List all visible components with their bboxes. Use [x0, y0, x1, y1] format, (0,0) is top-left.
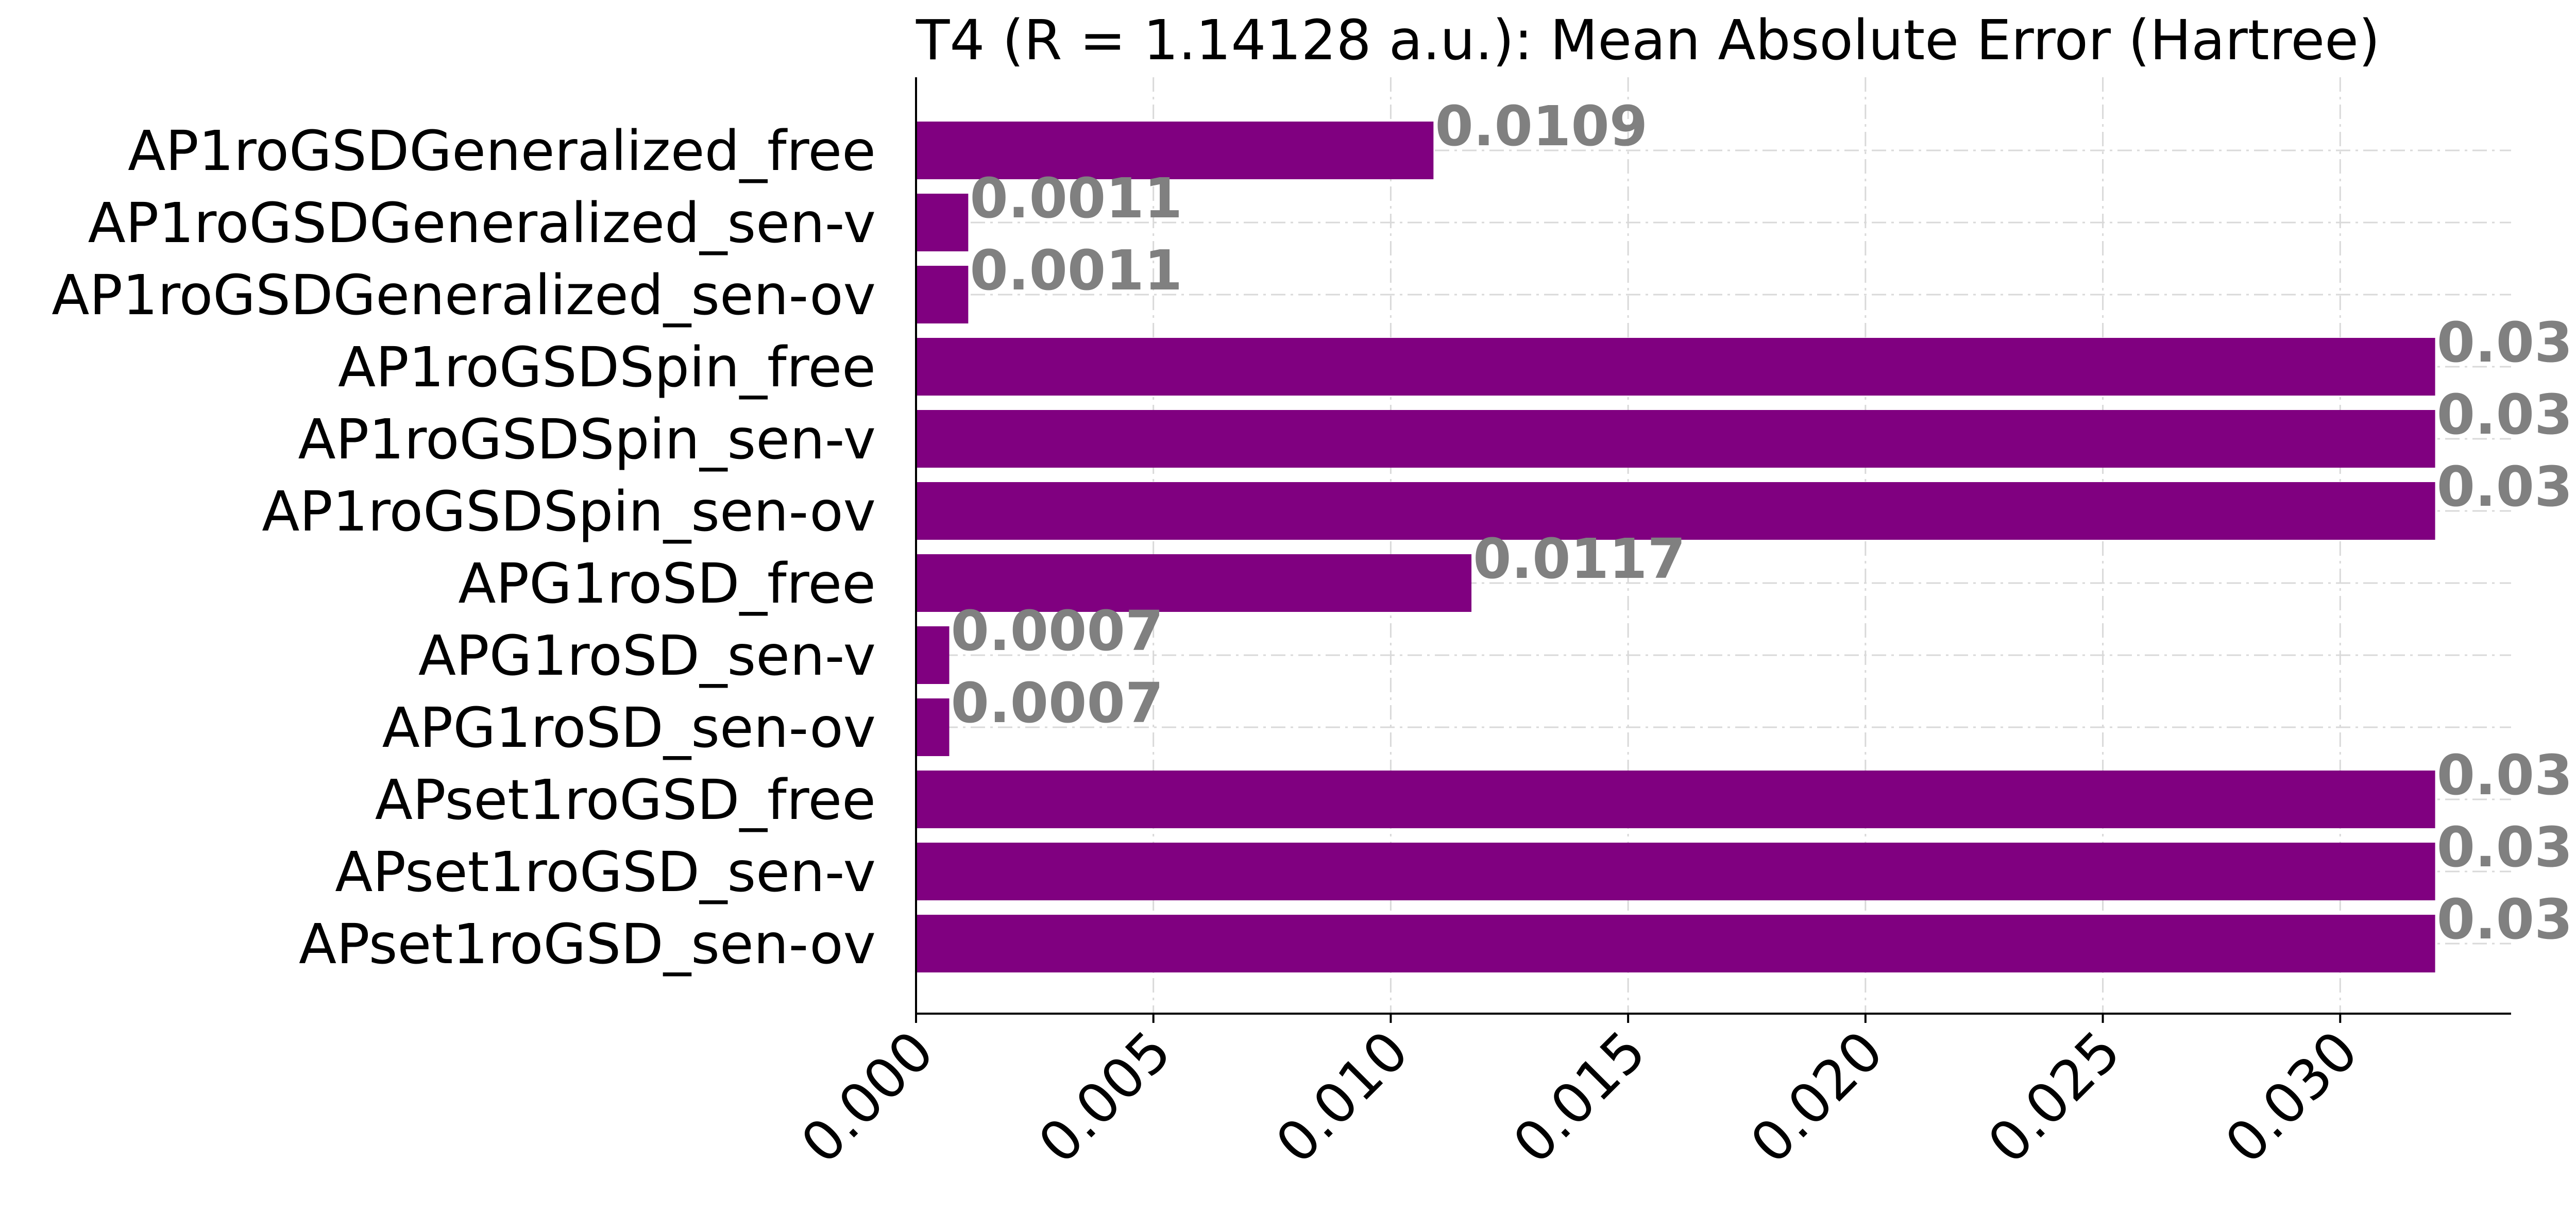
category-label: APset1roGSD_free — [375, 768, 876, 832]
bar — [916, 843, 2435, 900]
bar-layer — [916, 122, 2435, 972]
data-label: 0.0011 — [970, 239, 1182, 303]
bar — [916, 122, 1434, 179]
category-label: AP1roGSDGeneralized_free — [128, 119, 876, 183]
bar — [916, 194, 969, 251]
category-label: AP1roGSDSpin_free — [338, 336, 876, 400]
bar — [916, 410, 2435, 468]
category-label: APG1roSD_sen-v — [418, 624, 876, 688]
category-label: APG1roSD_free — [458, 552, 876, 616]
x-tick-label: 0.000 — [789, 1019, 946, 1176]
bar — [916, 698, 950, 756]
x-tick-label: 0.010 — [1264, 1019, 1421, 1176]
data-label: 0.0007 — [951, 600, 1164, 663]
data-label-layer: 0.0109 0.0011 0.0011 0.032 0.032 0.032 0.0117 0… — [951, 95, 2576, 952]
data-label: 0.032 — [2437, 311, 2576, 375]
x-tick-label: 0.015 — [1501, 1019, 1658, 1176]
x-tick-label: 0.025 — [1976, 1019, 2133, 1176]
bar — [916, 915, 2435, 972]
data-label: 0.0117 — [1473, 527, 1686, 591]
category-label: APset1roGSD_sen-ov — [299, 913, 876, 977]
bar — [916, 266, 969, 323]
data-label: 0.0007 — [951, 672, 1164, 736]
data-label: 0.0011 — [970, 167, 1182, 231]
bar — [916, 482, 2435, 540]
category-label: AP1roGSDGeneralized_sen-ov — [52, 264, 876, 328]
category-label-layer: AP1roGSDGeneralized_free AP1roGSDGenerali… — [52, 119, 876, 977]
x-tick-label: 0.020 — [1739, 1019, 1895, 1176]
data-label: 0.032 — [2437, 816, 2576, 880]
data-label: 0.032 — [2437, 744, 2576, 808]
category-label: APG1roSD_sen-ov — [382, 696, 876, 760]
category-label: AP1roGSDGeneralized_sen-v — [88, 192, 876, 255]
chart-title: T4 (R = 1.14128 a.u.): Mean Absolute Err… — [916, 9, 2380, 73]
bar — [916, 554, 1472, 612]
category-label: AP1roGSDSpin_sen-ov — [262, 480, 876, 544]
data-label: 0.032 — [2437, 455, 2576, 519]
bar — [916, 626, 950, 684]
data-label: 0.0109 — [1435, 95, 1648, 159]
x-tick-label: 0.005 — [1027, 1019, 1183, 1176]
x-tick-layer: 0.000 0.005 0.010 0.015 0.020 0.025 0.030 — [789, 1014, 2370, 1176]
category-label: APset1roGSD_sen-v — [335, 841, 876, 904]
data-label: 0.032 — [2437, 383, 2576, 447]
data-label: 0.032 — [2437, 888, 2576, 952]
bar — [916, 338, 2435, 396]
bar — [916, 771, 2435, 828]
category-label: AP1roGSDSpin_sen-v — [298, 408, 876, 472]
x-tick-label: 0.030 — [2213, 1019, 2370, 1176]
